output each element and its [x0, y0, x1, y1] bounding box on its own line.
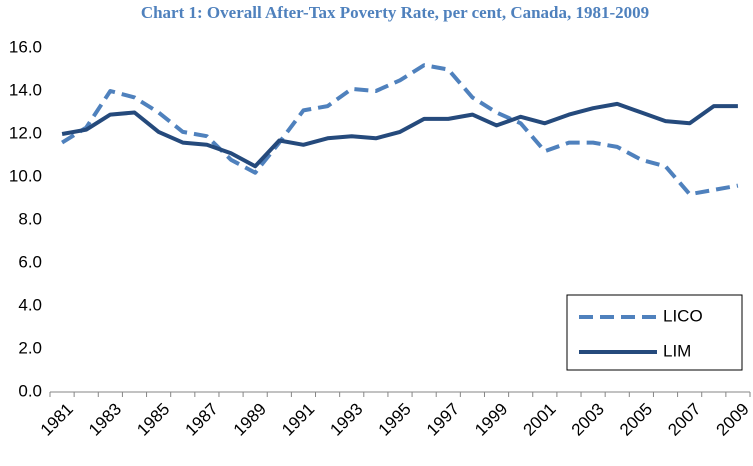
x-tick-label: 1983	[85, 399, 125, 439]
legend: LICO LIM	[566, 294, 743, 371]
y-tick-label: 14.0	[9, 80, 42, 99]
y-tick-label: 16.0	[9, 37, 42, 56]
y-tick-label: 8.0	[18, 209, 42, 228]
series-line	[61, 63, 739, 197]
x-tick-label: 2007	[664, 399, 704, 439]
series-line	[61, 101, 738, 169]
x-tick-label: 1985	[133, 399, 173, 439]
x-tick-label: 1999	[471, 399, 511, 439]
x-tick-label: 2009	[713, 399, 753, 439]
y-tick-label: 2.0	[18, 338, 42, 357]
x-tick-label: 1995	[375, 399, 415, 439]
x-tick-label: 1989	[230, 399, 270, 439]
chart-title: Chart 1: Overall After-Tax Poverty Rate,…	[141, 3, 649, 22]
x-tick-label: 2003	[568, 399, 608, 439]
y-tick-label: 0.0	[18, 381, 42, 400]
y-tick-label: 4.0	[18, 295, 42, 314]
x-tick-label: 1997	[423, 399, 463, 439]
x-tick-label: 1993	[326, 399, 366, 439]
x-tick-label: 2001	[519, 399, 559, 439]
x-tick-label: 1981	[37, 399, 77, 439]
y-tick-label: 12.0	[9, 123, 42, 142]
legend-label: LIM	[663, 341, 691, 360]
y-tick-label: 6.0	[18, 252, 42, 271]
x-tick-label: 1987	[182, 399, 222, 439]
legend-box	[566, 294, 743, 371]
y-tick-label: 10.0	[9, 166, 42, 185]
legend-label: LICO	[663, 306, 703, 325]
x-tick-label: 1991	[278, 399, 318, 439]
x-tick-label: 2005	[616, 399, 656, 439]
